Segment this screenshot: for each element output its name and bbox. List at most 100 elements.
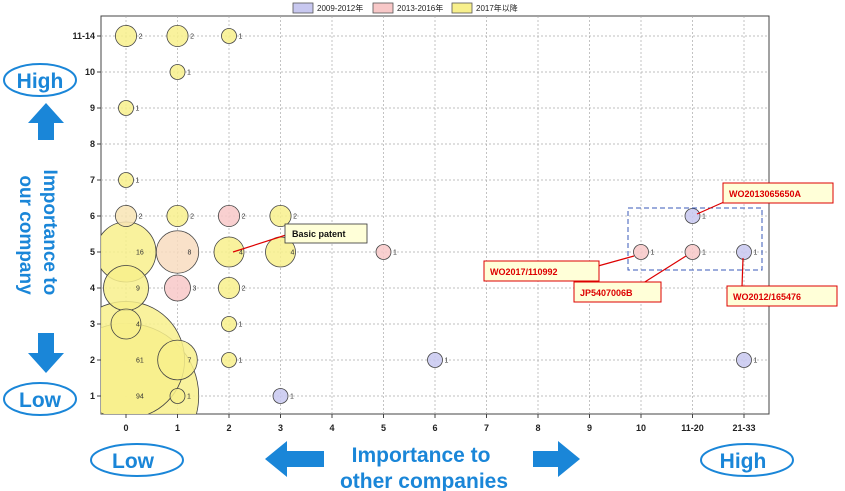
callout-jp5407006b-text: JP5407006B — [580, 288, 633, 298]
bubble-count-label: 1 — [136, 178, 140, 185]
x-low-label: Low — [112, 450, 155, 473]
y-axis-title-line1: Importance to — [39, 170, 60, 296]
bubble — [737, 353, 752, 368]
y-tick-label: 8 — [90, 139, 95, 149]
x-tick-label: 4 — [329, 423, 334, 433]
bubble — [428, 353, 443, 368]
bubble — [218, 277, 239, 298]
y-tick-label: 11-14 — [72, 31, 95, 41]
x-tick-label: 9 — [587, 423, 592, 433]
bubble-count-label: 1 — [187, 394, 191, 401]
bubble-count-label: 1 — [754, 250, 758, 257]
y-high-label: High — [17, 70, 64, 93]
callout-wo2012-165476-leader — [742, 258, 743, 287]
bubble — [737, 245, 752, 260]
x-tick-label: 0 — [123, 423, 128, 433]
bubble-count-label: 16 — [136, 250, 144, 257]
bubble-count-label: 1 — [239, 34, 243, 41]
legend-swatch-2017 — [452, 3, 472, 13]
bubble-count-label: 2 — [242, 214, 246, 221]
y-tick-label: 5 — [90, 247, 95, 257]
bubbles: 94611698744432222222111111111111111 — [53, 25, 757, 468]
bubble-count-label: 1 — [239, 358, 243, 365]
x-tick-label: 6 — [432, 423, 437, 433]
bubble-count-label: 1 — [445, 358, 449, 365]
x-axis-title-line1: Importance to — [352, 444, 491, 467]
x-axis-title-line2: other companies — [340, 470, 508, 491]
bubble — [222, 29, 237, 44]
bubble-count-label: 7 — [188, 358, 192, 365]
x-right-arrow-icon — [533, 441, 580, 477]
bubble — [222, 317, 237, 332]
bubble — [115, 25, 136, 46]
legend-swatch-2009-2012 — [293, 3, 313, 13]
x-tick-label: 10 — [636, 423, 646, 433]
bubble-count-label: 1 — [702, 250, 706, 257]
bubble — [170, 389, 185, 404]
bubble-count-label: 2 — [190, 34, 194, 41]
bubble — [167, 205, 188, 226]
callout-basic-patent-text: Basic patent — [292, 229, 346, 239]
legend: 2009-2012年 2013-2016年 2017年以降 — [293, 3, 518, 13]
bubble — [222, 353, 237, 368]
bubble-count-label: 1 — [187, 70, 191, 77]
bubble-count-label: 2 — [242, 286, 246, 293]
y-tick-label: 4 — [90, 283, 95, 293]
bubble — [119, 173, 134, 188]
bubble — [170, 65, 185, 80]
x-axis-annotation: Low Importance to other companies High — [91, 441, 793, 491]
y-tick-label: 3 — [90, 319, 95, 329]
callout-wo2017-110992-text: WO2017/110992 — [490, 267, 558, 277]
x-tick-label: 5 — [381, 423, 386, 433]
y-tick-label: 2 — [90, 355, 95, 365]
y-tick-labels: 1 2 3 4 5 6 7 8 9 10 11-14 — [72, 31, 101, 401]
bubble — [156, 231, 198, 273]
callout-wo2012-165476-text: WO2012/165476 — [733, 292, 801, 302]
bubble — [376, 245, 391, 260]
bubble-count-label: 2 — [139, 214, 143, 221]
bubble — [119, 101, 134, 116]
x-tick-label: 2 — [226, 423, 231, 433]
bubble-count-label: 1 — [651, 250, 655, 257]
bubble-count-label: 2 — [139, 34, 143, 41]
callout-jp5407006b-leader — [640, 256, 686, 285]
bubble — [104, 266, 149, 311]
x-tick-label: 21-33 — [732, 423, 755, 433]
y-up-arrow-icon — [28, 103, 64, 140]
bubble-count-label: 4 — [291, 250, 295, 257]
bubble — [167, 25, 188, 46]
y-axis-title: Importance to our company — [15, 170, 60, 301]
legend-label-2009-2012: 2009-2012年 — [317, 3, 363, 13]
callout-wo2017-110992: WO2017/110992 — [484, 256, 634, 281]
x-tick-label: 1 — [175, 423, 180, 433]
bubble — [273, 389, 288, 404]
x-tick-label: 8 — [535, 423, 540, 433]
y-tick-label: 10 — [85, 67, 95, 77]
x-tick-label: 7 — [484, 423, 489, 433]
bubble-count-label: 1 — [702, 214, 706, 221]
bubble-count-label: 4 — [136, 322, 140, 329]
bubble — [685, 209, 700, 224]
bubble-count-label: 2 — [293, 214, 297, 221]
bubble — [165, 275, 191, 301]
bubble-count-label: 8 — [188, 250, 192, 257]
y-tick-label: 7 — [90, 175, 95, 185]
bubble-count-label: 61 — [136, 358, 144, 365]
y-down-arrow-icon — [28, 333, 64, 373]
callout-wo2012-165476: WO2012/165476 — [727, 258, 837, 306]
x-axis-title: Importance to other companies — [340, 444, 508, 491]
y-tick-label: 9 — [90, 103, 95, 113]
bubble — [115, 205, 136, 226]
bubble — [634, 245, 649, 260]
y-tick-label: 6 — [90, 211, 95, 221]
bubble — [270, 205, 291, 226]
y-tick-label: 1 — [90, 391, 95, 401]
legend-label-2013-2016: 2013-2016年 — [397, 3, 443, 13]
x-tick-label: 11-20 — [681, 423, 704, 433]
y-axis-title-line2: our company — [15, 175, 36, 295]
bubble-count-label: 1 — [136, 106, 140, 113]
x-left-arrow-icon — [265, 441, 324, 477]
x-tick-labels: 01234567891011-2021-33 — [123, 414, 755, 433]
bubble — [218, 205, 239, 226]
